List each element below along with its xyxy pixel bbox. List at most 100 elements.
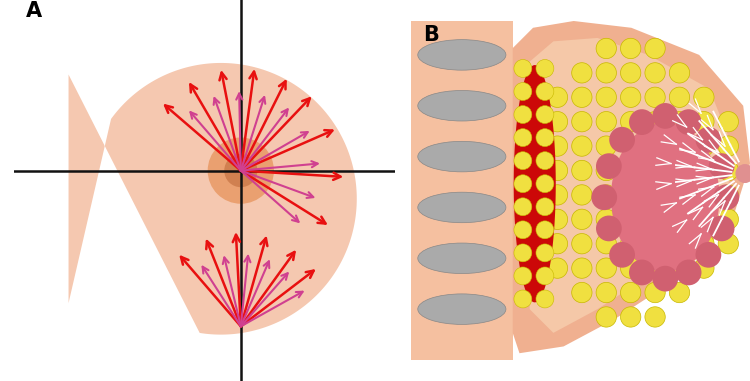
Ellipse shape (418, 294, 506, 324)
Polygon shape (514, 65, 556, 303)
Circle shape (548, 209, 568, 229)
Polygon shape (411, 21, 513, 360)
Circle shape (596, 112, 616, 132)
Circle shape (669, 258, 690, 278)
Circle shape (514, 152, 532, 170)
Circle shape (645, 160, 665, 181)
Circle shape (669, 112, 690, 132)
Circle shape (523, 160, 543, 181)
Circle shape (669, 282, 690, 303)
Circle shape (694, 234, 714, 254)
Circle shape (514, 129, 532, 147)
Ellipse shape (418, 243, 506, 274)
Circle shape (609, 127, 635, 153)
Circle shape (669, 63, 690, 83)
Circle shape (695, 127, 721, 153)
Circle shape (572, 87, 592, 107)
Circle shape (536, 198, 554, 216)
Circle shape (669, 160, 690, 181)
Circle shape (514, 198, 532, 216)
Circle shape (645, 185, 665, 205)
Polygon shape (611, 123, 719, 272)
Polygon shape (13, 0, 72, 381)
Circle shape (645, 258, 665, 278)
Circle shape (572, 282, 592, 303)
Circle shape (548, 258, 568, 278)
Circle shape (536, 221, 554, 239)
Circle shape (694, 160, 714, 181)
Circle shape (596, 258, 616, 278)
Circle shape (609, 242, 635, 268)
Circle shape (620, 38, 640, 59)
Circle shape (620, 87, 640, 107)
Circle shape (652, 266, 678, 291)
Circle shape (536, 267, 554, 285)
Circle shape (694, 87, 714, 107)
Circle shape (620, 136, 640, 156)
Circle shape (718, 112, 739, 132)
Circle shape (713, 184, 740, 210)
Circle shape (718, 160, 739, 181)
Circle shape (514, 267, 532, 285)
Circle shape (536, 106, 554, 123)
Circle shape (536, 290, 554, 308)
Circle shape (645, 87, 665, 107)
Ellipse shape (418, 141, 506, 172)
Circle shape (645, 234, 665, 254)
Circle shape (695, 242, 721, 268)
Ellipse shape (418, 40, 506, 70)
Circle shape (596, 234, 616, 254)
Polygon shape (530, 38, 736, 333)
Circle shape (548, 112, 568, 132)
Circle shape (620, 258, 640, 278)
Circle shape (523, 209, 543, 229)
Circle shape (548, 136, 568, 156)
Circle shape (536, 152, 554, 170)
Circle shape (572, 63, 592, 83)
Circle shape (669, 185, 690, 205)
Circle shape (676, 109, 701, 135)
Circle shape (694, 112, 714, 132)
Circle shape (736, 164, 750, 183)
Polygon shape (68, 63, 357, 335)
Circle shape (596, 87, 616, 107)
Circle shape (718, 185, 739, 205)
Circle shape (572, 112, 592, 132)
Circle shape (718, 209, 739, 229)
Circle shape (694, 209, 714, 229)
Circle shape (514, 83, 532, 101)
Circle shape (694, 136, 714, 156)
Circle shape (620, 234, 640, 254)
Circle shape (523, 185, 543, 205)
Circle shape (596, 38, 616, 59)
Circle shape (596, 63, 616, 83)
Circle shape (620, 282, 640, 303)
Circle shape (514, 290, 532, 308)
Circle shape (572, 160, 592, 181)
Circle shape (669, 209, 690, 229)
Circle shape (536, 59, 554, 77)
Circle shape (620, 307, 640, 327)
Circle shape (514, 221, 532, 239)
Circle shape (676, 259, 701, 285)
Circle shape (548, 234, 568, 254)
Circle shape (629, 109, 655, 135)
Circle shape (591, 184, 617, 210)
Circle shape (645, 112, 665, 132)
Circle shape (208, 138, 274, 204)
Circle shape (669, 234, 690, 254)
Circle shape (596, 136, 616, 156)
Circle shape (572, 136, 592, 156)
Circle shape (514, 106, 532, 123)
Circle shape (620, 160, 640, 181)
Ellipse shape (418, 91, 506, 121)
Circle shape (645, 282, 665, 303)
Circle shape (620, 185, 640, 205)
Circle shape (645, 307, 665, 327)
Circle shape (536, 175, 554, 193)
Text: B: B (423, 26, 439, 45)
Circle shape (523, 136, 543, 156)
Circle shape (669, 136, 690, 156)
Circle shape (536, 244, 554, 262)
Circle shape (572, 234, 592, 254)
